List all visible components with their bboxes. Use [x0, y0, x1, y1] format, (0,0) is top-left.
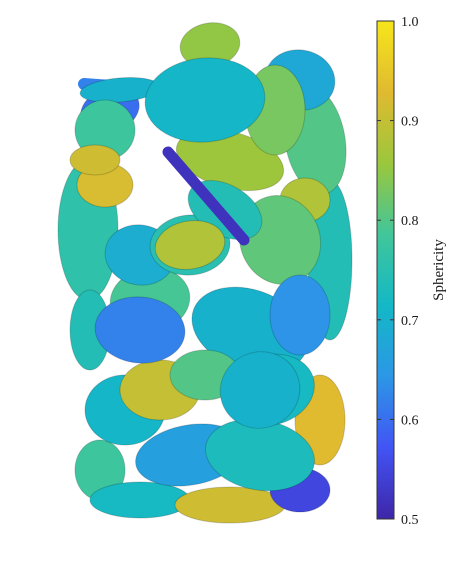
colorbar-tick-label: 0.5	[401, 513, 419, 528]
particle	[69, 144, 121, 176]
particle	[269, 274, 331, 356]
colorbar-tick-label: 1.0	[401, 15, 419, 30]
colorbar-tick-label: 0.7	[401, 314, 419, 329]
colorbar-label: Sphericity	[431, 239, 447, 301]
colorbar-tick-label: 0.6	[401, 413, 419, 428]
particle-packing	[57, 22, 353, 524]
particle	[174, 486, 286, 524]
colorbar-ticks: 0.5 0.6 0.7 0.8 0.9 1.0	[377, 15, 419, 528]
colorbar-gradient	[376, 20, 395, 520]
particle	[94, 296, 186, 364]
particle	[219, 351, 301, 429]
colorbar-tick-label: 0.8	[401, 214, 419, 229]
colorbar: 0.5 0.6 0.7 0.8 0.9 1.0 Sphericity	[376, 15, 447, 528]
particle	[162, 146, 250, 246]
colorbar-tick-label: 0.9	[401, 115, 419, 130]
particle	[154, 220, 226, 270]
particle	[89, 481, 191, 519]
particle	[144, 57, 266, 143]
